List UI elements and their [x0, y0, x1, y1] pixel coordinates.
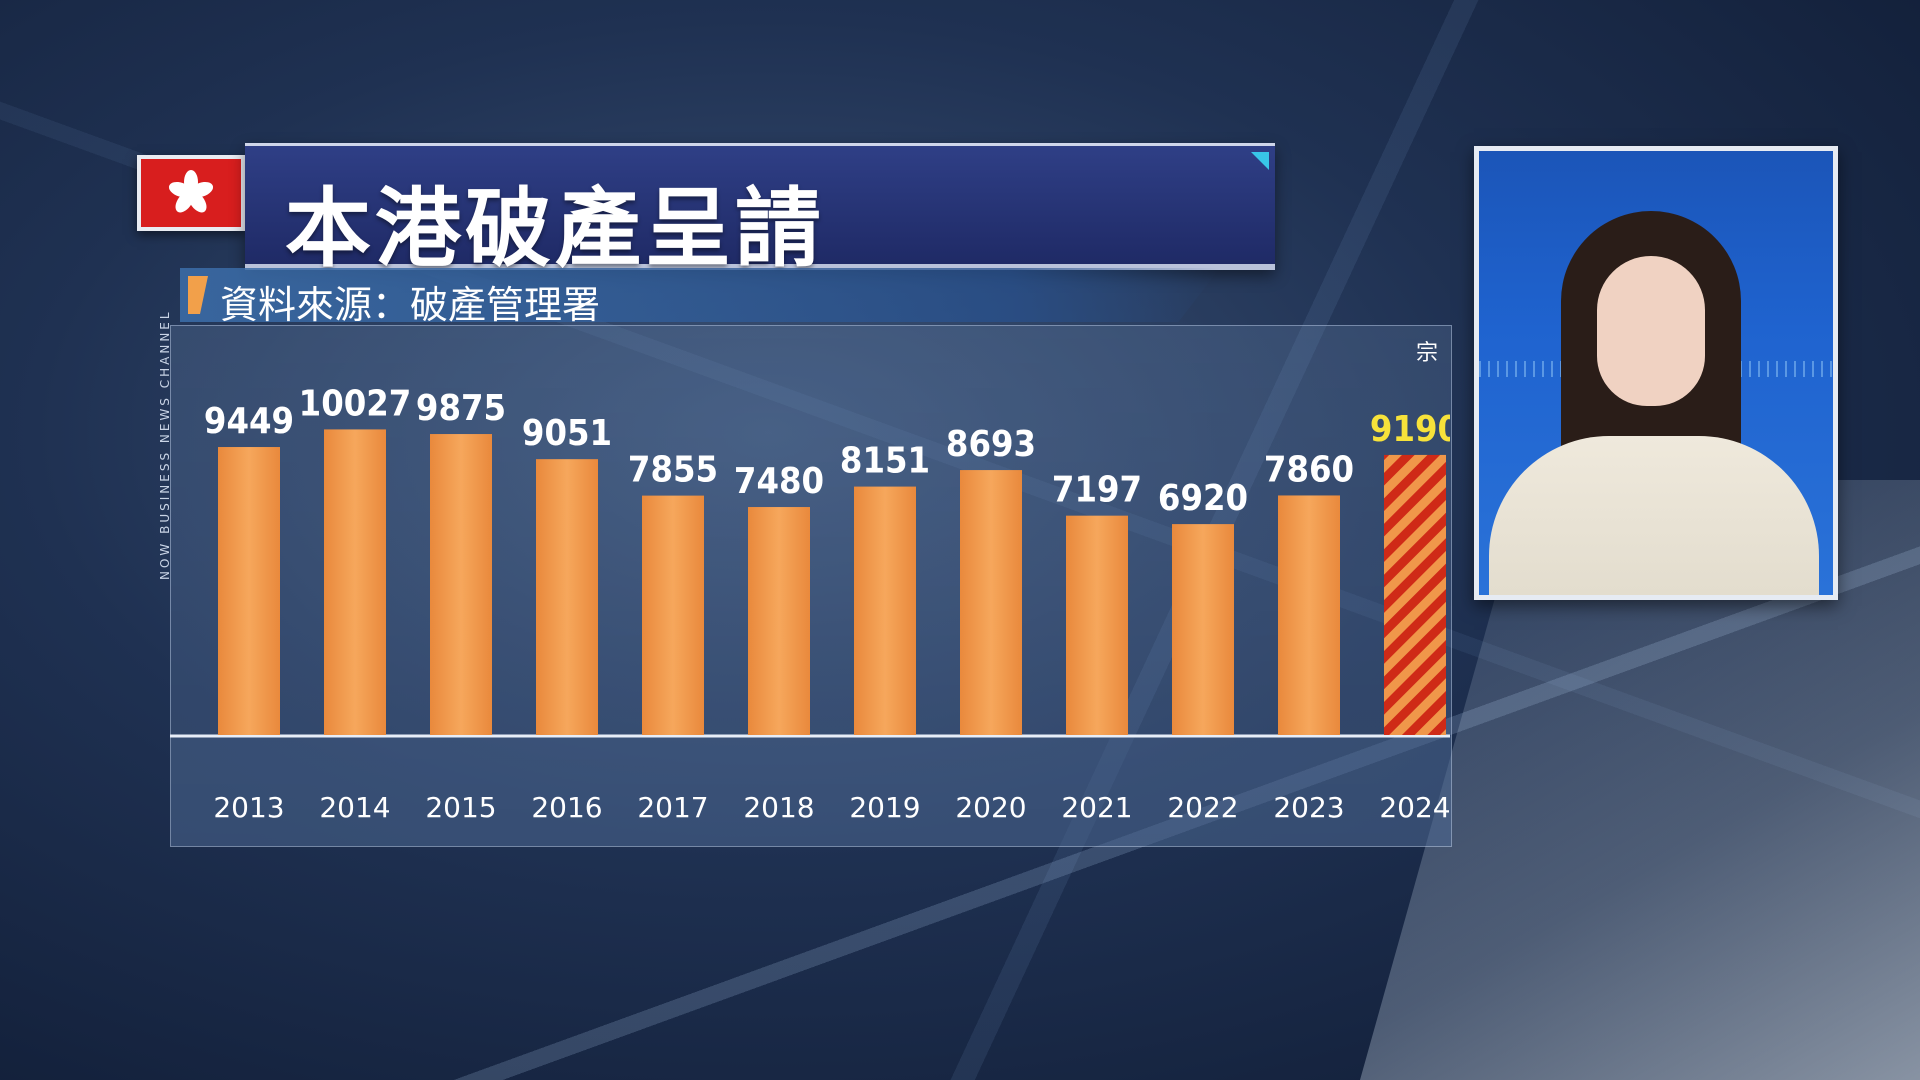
source-bar [180, 268, 1220, 322]
value-label-2021: 7197 [1052, 470, 1142, 511]
presenter-body [1489, 436, 1819, 595]
bar-2014 [324, 429, 386, 735]
bar-2016 [536, 459, 598, 735]
bar-2020 [960, 470, 1022, 735]
source-label: 資料來源：破產管理署 [220, 283, 601, 327]
x-tick-label-2024: 2024 [1379, 791, 1450, 824]
value-label-2024: 9190 [1370, 409, 1450, 450]
value-label-2023: 7860 [1264, 449, 1354, 490]
x-tick-label-2016: 2016 [531, 791, 602, 824]
x-tick-label-2019: 2019 [849, 791, 920, 824]
x-tick-label-2014: 2014 [319, 791, 390, 824]
x-axis-band [171, 736, 1451, 846]
title-corner-accent [1251, 152, 1269, 170]
value-label-2015: 9875 [416, 388, 506, 429]
bar-2021 [1066, 515, 1128, 735]
value-label-2013: 9449 [204, 401, 294, 442]
bar-2022 [1172, 524, 1234, 735]
presenter-face [1597, 256, 1705, 406]
x-tick-label-2023: 2023 [1273, 791, 1344, 824]
x-tick-label-2017: 2017 [637, 791, 708, 824]
x-tick-label-2018: 2018 [743, 791, 814, 824]
x-tick-label-2013: 2013 [213, 791, 284, 824]
bar-2015 [430, 434, 492, 735]
value-label-2017: 7855 [628, 450, 718, 491]
hong-kong-flag-icon [137, 155, 245, 231]
bar-2019 [854, 486, 916, 735]
value-label-2014: 10027 [299, 383, 412, 424]
value-label-2016: 9051 [522, 413, 612, 454]
value-label-2020: 8693 [946, 424, 1036, 465]
x-tick-label-2020: 2020 [955, 791, 1026, 824]
bar-2018 [748, 507, 810, 735]
bar-chart: 9449 2013 10027 2014 9875 2015 9051 2016 7855 201… [170, 383, 1450, 824]
bar-2013 [218, 447, 280, 735]
page-title: 本港破產呈請 [285, 179, 825, 279]
unit-label: 宗 [1416, 341, 1439, 366]
value-label-2019: 8151 [840, 441, 930, 482]
x-tick-label-2022: 2022 [1167, 791, 1238, 824]
bar-2024 [1384, 454, 1446, 735]
value-label-2022: 6920 [1158, 478, 1248, 519]
bar-2023 [1278, 495, 1340, 735]
value-label-2018: 7480 [734, 461, 824, 502]
bar-2017 [642, 495, 704, 735]
bauhinia-icon [168, 170, 214, 213]
x-tick-label-2021: 2021 [1061, 791, 1132, 824]
presenter-video-inset [1474, 146, 1838, 600]
title-bar: 本港破產呈請 [245, 143, 1275, 279]
x-tick-label-2015: 2015 [425, 791, 496, 824]
